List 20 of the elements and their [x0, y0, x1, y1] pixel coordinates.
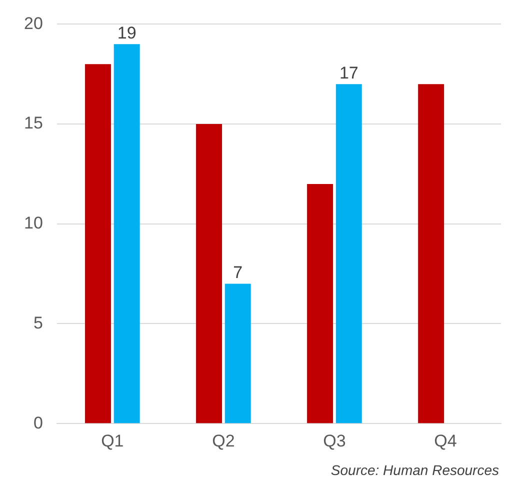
y-tick-label: 20: [24, 14, 43, 33]
x-tick-label: Q4: [434, 431, 457, 450]
bar: [196, 124, 222, 424]
data-label: 7: [233, 262, 243, 282]
y-tick-label: 5: [33, 313, 43, 332]
y-tick-label: 15: [24, 114, 43, 133]
source-note: Source: Human Resources: [330, 462, 499, 478]
y-tick-label: 10: [24, 214, 43, 233]
bar: [307, 184, 334, 424]
y-tick-label: 0: [33, 413, 43, 432]
bar: [114, 44, 140, 424]
bar: [336, 84, 362, 424]
x-tick-label: Q3: [323, 431, 346, 450]
x-tick-label: Q2: [212, 431, 235, 450]
bar: [224, 284, 251, 424]
bar: [85, 64, 111, 424]
data-label: 19: [117, 23, 136, 42]
bar: [418, 84, 444, 424]
x-tick-label: Q1: [101, 431, 124, 450]
data-label: 17: [339, 63, 358, 82]
